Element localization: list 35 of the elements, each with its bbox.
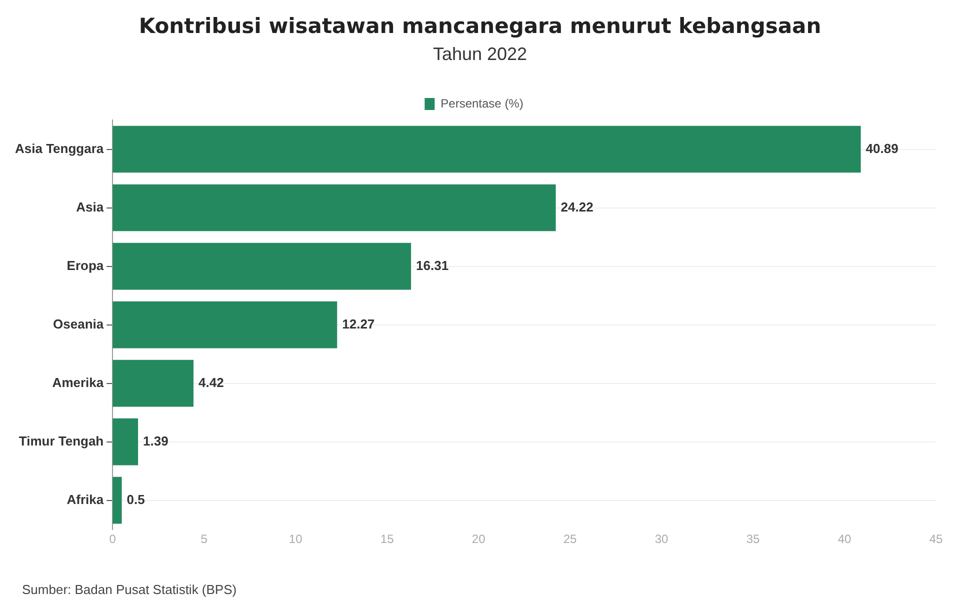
chart-subtitle: Tahun 2022 <box>432 44 528 65</box>
y-tick-label: Timur Tengah <box>18 433 104 448</box>
bar <box>112 242 412 290</box>
bar <box>112 476 122 524</box>
x-tick-label: 35 <box>746 532 760 546</box>
x-tick-label: 25 <box>563 532 578 546</box>
y-tick-label: Eropa <box>66 258 104 273</box>
bar <box>112 360 194 407</box>
x-tick-label: 40 <box>838 532 852 546</box>
y-tick-label: Amerika <box>52 374 104 390</box>
x-tick-label: 15 <box>380 532 394 546</box>
data-label: 40.89 <box>866 140 898 156</box>
data-label: 16.31 <box>416 258 449 273</box>
x-tick-label: 30 <box>654 532 669 546</box>
x-tick-label: 0 <box>109 532 116 546</box>
chart-title: Kontribusi wisatawan mancanegara menurut kebangsaan <box>138 14 822 38</box>
y-tick-label: Asia <box>76 199 104 214</box>
x-tick-label: 5 <box>200 532 208 546</box>
data-label: 24.22 <box>560 199 594 214</box>
x-tick-label: 20 <box>472 532 486 546</box>
data-label: 0.5 <box>126 492 145 507</box>
data-label: 12.27 <box>342 316 375 332</box>
legend-label: Persentase (%) <box>440 96 524 110</box>
bar <box>112 301 338 348</box>
data-label: 1.39 <box>143 433 168 448</box>
bar <box>112 418 138 466</box>
x-tick-label: 10 <box>288 532 303 546</box>
y-tick-label: Afrika <box>66 492 104 507</box>
y-tick-label: Asia Tenggara <box>14 140 104 156</box>
data-label: 4.42 <box>198 374 224 390</box>
x-tick-label: 45 <box>929 532 943 546</box>
text: Sumber: Badan Pusat Statistik (BPS) <box>22 582 237 597</box>
bar <box>112 126 861 173</box>
y-tick-label: Oseania <box>53 316 104 332</box>
bar <box>112 184 556 232</box>
